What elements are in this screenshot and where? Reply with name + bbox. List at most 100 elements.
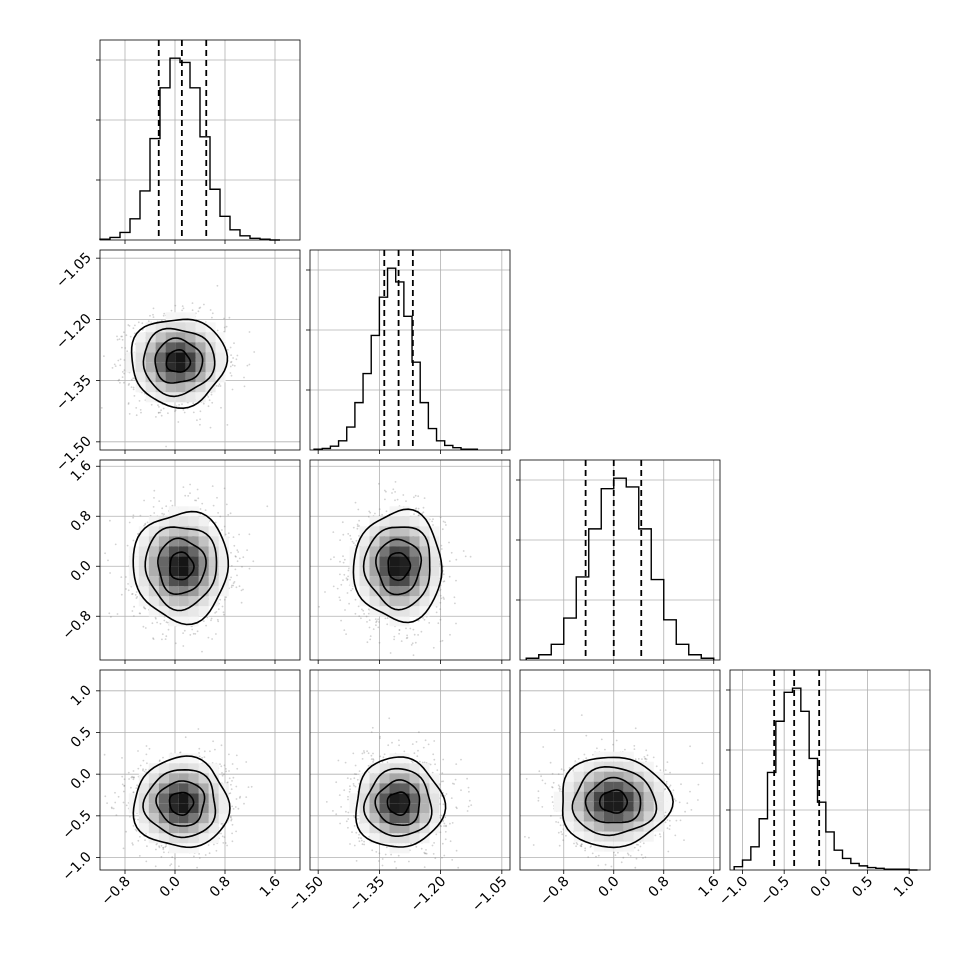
scatter-point — [238, 585, 241, 588]
scatter-point — [368, 515, 370, 518]
scatter-point — [439, 516, 442, 519]
scatter-point — [118, 338, 121, 340]
density-cell — [429, 576, 440, 587]
scatter-point — [138, 612, 141, 615]
contour-1 — [157, 537, 207, 596]
density-cell — [168, 546, 179, 557]
density-cell — [188, 616, 199, 627]
scatter-point — [157, 411, 160, 414]
density-cell — [185, 332, 196, 343]
scatter-point — [219, 598, 222, 601]
scatter-point — [339, 573, 341, 576]
density-cell — [369, 556, 380, 567]
density-cell — [175, 382, 186, 393]
density-cell — [168, 606, 179, 617]
density-cell — [379, 516, 390, 527]
density-cell — [158, 606, 169, 617]
scatter-point — [445, 524, 447, 526]
density-cell — [205, 332, 216, 343]
scatter-point — [414, 494, 417, 497]
scatter-point — [192, 411, 195, 414]
scatter-point — [131, 593, 134, 595]
scatter-point — [216, 496, 218, 499]
scatter-point — [230, 576, 233, 579]
density-cell — [178, 586, 189, 597]
scatter-point — [139, 514, 142, 517]
density-cell — [409, 586, 420, 597]
scatter-point — [133, 395, 136, 397]
scatter-point — [127, 324, 130, 326]
scatter-point — [414, 641, 417, 644]
panel-frame — [99, 249, 301, 451]
density-cell — [135, 362, 146, 373]
scatter-point — [210, 617, 213, 620]
scatter-point — [439, 640, 442, 643]
scatter-point — [157, 404, 159, 407]
density-cell — [195, 392, 206, 403]
density-cell — [155, 332, 166, 343]
scatter-point — [344, 609, 346, 611]
histogram-2 — [525, 477, 715, 660]
scatter-point — [469, 555, 472, 558]
density-cell — [389, 606, 400, 617]
scatter-point — [236, 354, 239, 357]
scatter-point — [351, 540, 354, 543]
scatter-point — [146, 521, 149, 524]
scatter-point — [189, 492, 191, 495]
scatter-point — [210, 619, 212, 622]
scatter-point — [147, 320, 150, 323]
scatter-point — [346, 578, 349, 581]
scatter-point — [198, 307, 201, 310]
scatter-point — [361, 608, 363, 611]
scatter-point — [231, 780, 233, 782]
scatter-point — [135, 407, 138, 409]
density-cell — [419, 536, 430, 547]
scatter-point — [128, 413, 131, 415]
scatter-point — [163, 513, 165, 516]
density-cell — [409, 606, 420, 617]
scatter-point — [384, 617, 387, 620]
scatter-point — [246, 364, 249, 367]
scatter-point — [354, 612, 357, 615]
scatter-point — [153, 489, 156, 492]
scatter-point — [345, 577, 348, 580]
density-cell — [125, 352, 136, 363]
scatter-point — [229, 365, 232, 368]
hist-panel-0 — [96, 39, 301, 241]
density-cell — [165, 342, 176, 353]
density-cell — [185, 392, 196, 403]
density-cell — [389, 506, 400, 517]
scatter-point — [442, 596, 445, 599]
scatter-point — [234, 568, 237, 571]
scatter-point — [162, 314, 165, 317]
scatter-point — [198, 755, 201, 758]
scatter-point — [318, 605, 320, 608]
hist-panel-3 — [726, 669, 931, 871]
scatter-point — [210, 393, 213, 396]
density-cell — [198, 556, 209, 567]
density-cell — [218, 586, 229, 597]
density-cell — [148, 596, 159, 607]
density-cell — [195, 372, 206, 383]
scatter-point — [117, 795, 120, 798]
density-cell — [389, 596, 400, 607]
scatter-point — [130, 378, 133, 381]
scatter-point — [195, 499, 198, 502]
density-cell — [195, 382, 206, 393]
scatter-point — [449, 633, 451, 636]
scatter-point — [132, 514, 135, 517]
scatter-point — [125, 334, 128, 337]
density-cell — [188, 526, 199, 537]
scatter-point — [240, 601, 243, 604]
scatter-point — [242, 588, 244, 591]
scatter-point — [160, 409, 163, 412]
scatter-point — [108, 612, 111, 615]
scatter-point — [241, 565, 243, 568]
scatter-point — [181, 305, 184, 307]
scatter-point — [240, 589, 243, 592]
scatter-point — [132, 327, 135, 330]
density-cell — [145, 382, 156, 393]
scatter-point — [214, 612, 217, 614]
pair-panel-1-2 — [309, 459, 511, 661]
scatter-point — [215, 633, 217, 635]
